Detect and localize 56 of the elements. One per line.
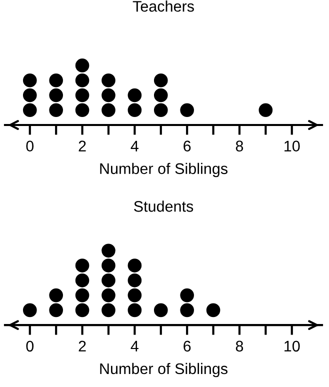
- point: [206, 303, 220, 318]
- point: [154, 88, 168, 102]
- point: [22, 88, 37, 102]
- x-tick-label: 0: [26, 340, 34, 352]
- x-tick-label: 8: [236, 140, 244, 152]
- point: [102, 73, 116, 88]
- point: [49, 303, 63, 318]
- x-tick-label: 2: [78, 140, 86, 152]
- x-tick-label: 0: [26, 140, 34, 152]
- point: [102, 88, 116, 102]
- point: [154, 73, 168, 88]
- point: [75, 288, 90, 302]
- x-tick-label: 10: [284, 340, 300, 352]
- x-tick-label: 6: [184, 140, 191, 152]
- point: [102, 274, 116, 288]
- point: [102, 258, 116, 272]
- point: [75, 58, 90, 72]
- point: [49, 103, 63, 118]
- point: [258, 103, 273, 118]
- point: [128, 303, 142, 318]
- point: [75, 303, 90, 318]
- point: [75, 73, 90, 88]
- point: [22, 73, 37, 88]
- point: [102, 288, 116, 302]
- x-tick-label: 6: [184, 340, 191, 352]
- x-tick-label: 8: [236, 340, 244, 352]
- point: [49, 88, 63, 102]
- point: [128, 274, 142, 288]
- point: [180, 303, 194, 318]
- chart-title: Teachers: [132, 0, 194, 12]
- point: [128, 258, 142, 272]
- point: [102, 103, 116, 118]
- x-tick-label: 2: [78, 340, 86, 352]
- point: [180, 288, 194, 302]
- point: [22, 103, 37, 118]
- point: [128, 288, 142, 302]
- chart-title: Students: [134, 200, 194, 212]
- point: [75, 258, 90, 272]
- x-tick-label: 4: [130, 340, 138, 352]
- point: [75, 274, 90, 288]
- point: [102, 244, 116, 258]
- point: [75, 103, 90, 118]
- point: [128, 88, 142, 102]
- point: [154, 103, 168, 118]
- point: [49, 288, 63, 302]
- point: [49, 73, 63, 88]
- point: [128, 103, 142, 118]
- point: [180, 103, 194, 118]
- x-axis-title: Number of Siblings: [100, 162, 228, 178]
- x-tick-label: 10: [284, 140, 300, 152]
- point: [102, 303, 116, 318]
- x-axis-title: Number of Siblings: [100, 362, 228, 378]
- x-tick-label: 4: [130, 140, 138, 152]
- point: [22, 303, 37, 318]
- point: [75, 88, 90, 102]
- point: [154, 303, 168, 318]
